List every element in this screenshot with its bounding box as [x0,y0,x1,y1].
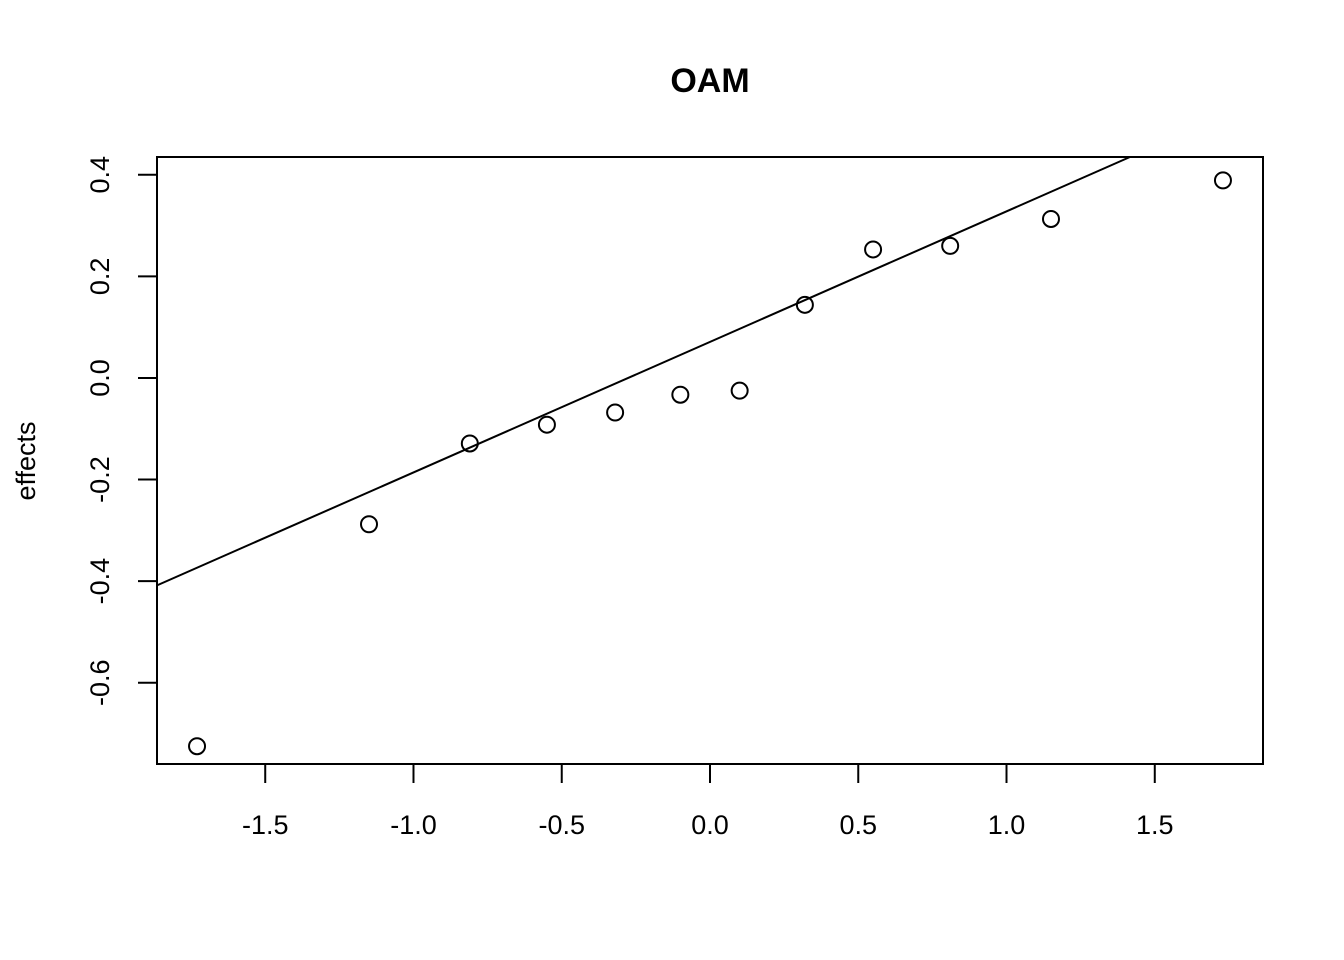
x-tick-label: 0.5 [839,810,877,840]
data-point [864,240,883,259]
data-point [1041,209,1060,228]
data-point [188,737,207,756]
y-tick-label: 0.4 [85,156,115,194]
data-point [1213,171,1232,190]
plot-frame [156,156,1264,765]
data-point [795,295,814,314]
x-tick-label: -0.5 [538,810,585,840]
y-tick-label: -0.4 [85,558,115,605]
reference-line [156,156,1131,587]
data-point [606,403,625,422]
data-point [671,385,690,404]
y-tick-label: 0.2 [85,258,115,296]
y-tick-label: 0.0 [85,359,115,397]
data-point [460,434,479,453]
y-tick-label: -0.6 [85,659,115,706]
reference-line-layer [156,156,1131,587]
x-tick-label: 0.0 [691,810,729,840]
x-tick-label: -1.0 [390,810,437,840]
x-tick-label: 1.5 [1136,810,1174,840]
y-axis: -0.6 -0.4 -0.2 0.0 0.2 0.4 [85,156,158,706]
points-layer [188,171,1232,756]
data-point [730,381,749,400]
data-point [537,415,556,434]
y-tick-label: -0.2 [85,456,115,503]
data-point [360,515,379,534]
y-axis-label: effects [11,421,41,500]
chart-title: OAM [670,62,749,100]
x-axis: -1.5 -1.0 -0.5 0.0 0.5 1.0 1.5 [242,763,1174,840]
data-point [941,236,960,255]
x-tick-label: 1.0 [988,810,1026,840]
x-tick-label: -1.5 [242,810,289,840]
